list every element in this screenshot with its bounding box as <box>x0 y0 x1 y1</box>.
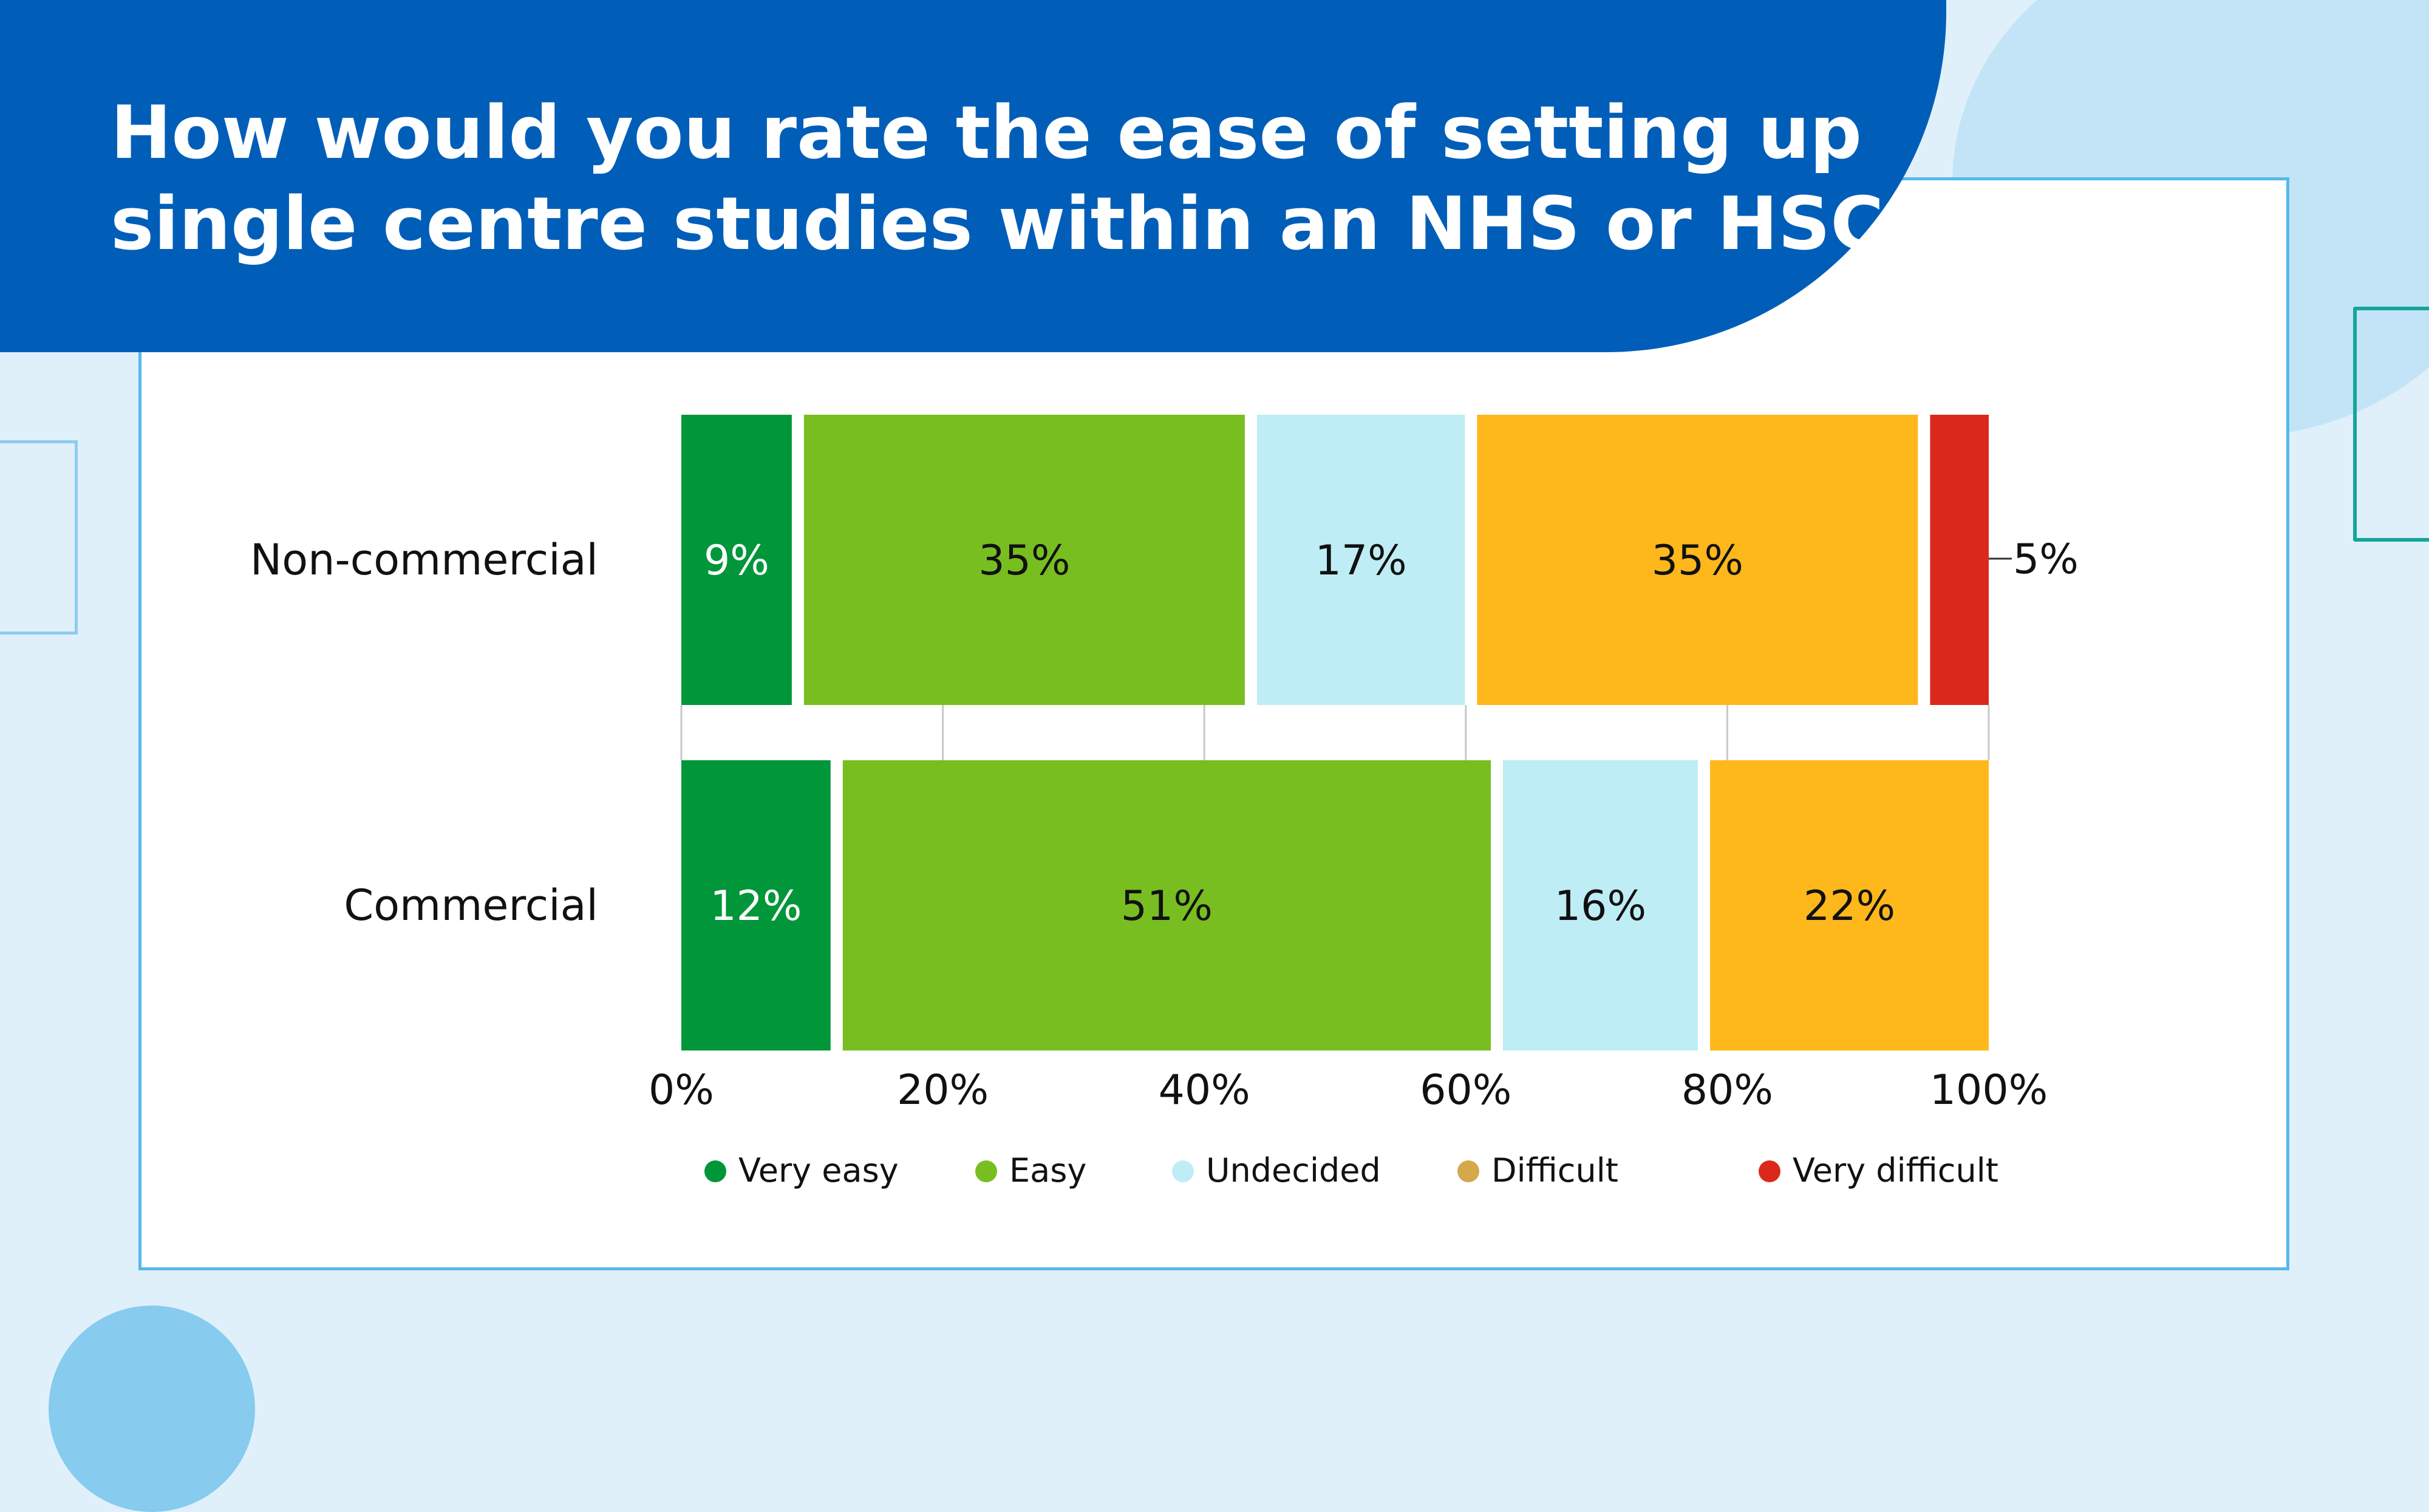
bar-segment <box>842 760 1491 1051</box>
category-label: Commercial <box>344 880 598 930</box>
bar-segment <box>803 415 1245 705</box>
legend-marker <box>704 1160 726 1182</box>
legend-marker <box>975 1160 997 1182</box>
x-tick-label: 20% <box>897 1066 989 1114</box>
decorative-outline-left <box>0 440 78 635</box>
category-label: Non-commercial <box>250 535 598 585</box>
data-label: 35% <box>1652 537 1743 585</box>
legend-label: Easy <box>1009 1151 1087 1190</box>
legend-label: Undecided <box>1206 1151 1381 1190</box>
stacked-bar-chart: Non-commercial 9% 35% 17% 35% 5% Commercial 12%… <box>250 415 2079 1114</box>
legend-label: Very easy <box>738 1151 899 1190</box>
data-label: 9% <box>704 537 769 585</box>
legend-label: Very difficult <box>1793 1151 1998 1190</box>
legend-marker <box>1759 1160 1780 1182</box>
data-label: 22% <box>1804 882 1895 930</box>
data-label: 51% <box>1121 882 1213 930</box>
data-label: 12% <box>710 882 802 930</box>
data-label: 17% <box>1315 537 1407 585</box>
bar-segment <box>1256 415 1465 705</box>
data-label: 16% <box>1555 882 1646 930</box>
bar-segment <box>681 415 792 705</box>
bar-segment <box>681 760 831 1051</box>
data-label: 35% <box>978 537 1070 585</box>
decorative-outline-right <box>2353 307 2429 542</box>
x-tick-label: 60% <box>1420 1066 1511 1114</box>
x-tick-label: 0% <box>649 1066 714 1114</box>
title-banner: How would you rate the ease of setting u… <box>0 0 2104 352</box>
x-tick-label: 100% <box>1930 1066 2048 1114</box>
title-line-2: single centre studies within an NHS or H… <box>111 182 2105 267</box>
legend-label: Difficult <box>1491 1151 1618 1190</box>
x-tick-label: 80% <box>1681 1066 1773 1114</box>
bar-segment <box>1710 760 1989 1051</box>
legend-marker <box>1457 1160 1479 1182</box>
x-tick-label: 40% <box>1159 1066 1250 1114</box>
title-line-1: How would you rate the ease of setting u… <box>111 91 1862 175</box>
bar-segment <box>1477 415 1918 705</box>
bar-segment <box>1930 415 1989 705</box>
legend-marker <box>1172 1160 1194 1182</box>
data-label: 5% <box>2013 536 2079 584</box>
bar-segment <box>1502 760 1698 1051</box>
